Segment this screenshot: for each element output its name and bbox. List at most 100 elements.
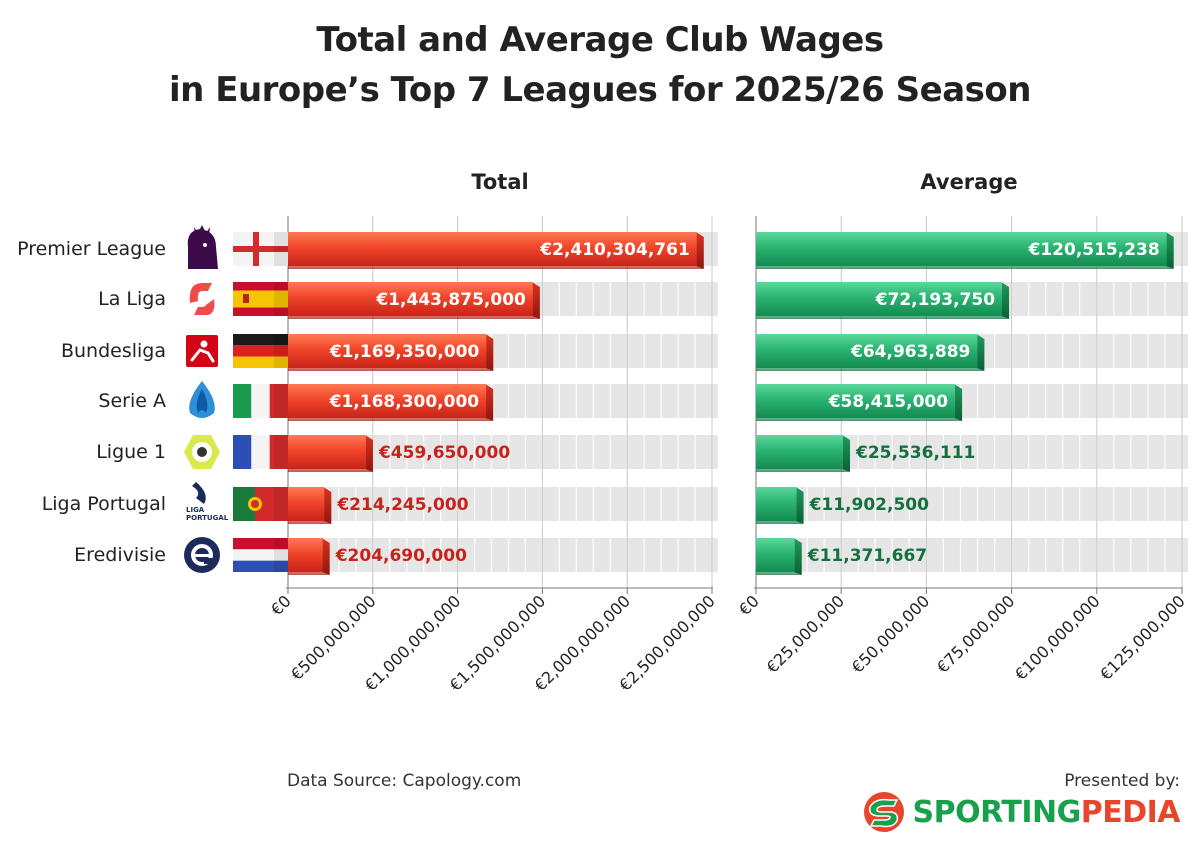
brand-name: SPORTINGPEDIA bbox=[913, 794, 1181, 830]
bar-value-label: €1,168,300,000 bbox=[329, 392, 480, 412]
bar-3d-bottom bbox=[288, 316, 540, 319]
bar-total bbox=[288, 384, 487, 418]
x-tick-label: €100,000,000 bbox=[1011, 591, 1104, 684]
bar-value-label: €459,650,000 bbox=[378, 443, 510, 463]
flag-italy bbox=[233, 384, 288, 418]
bar-3d-bottom bbox=[756, 368, 985, 371]
la-liga-icon bbox=[189, 283, 212, 303]
presented-by: Presented by: bbox=[1064, 771, 1180, 791]
league-name: La Liga bbox=[98, 288, 166, 310]
panel-title-total: Total bbox=[471, 170, 528, 194]
bar-3d-bottom bbox=[288, 368, 494, 371]
bar-3d-bottom bbox=[288, 572, 330, 575]
chart-title-line-1: Total and Average Club Wages bbox=[316, 20, 884, 60]
bar-3d-edge bbox=[485, 384, 494, 421]
bar-3d-bottom bbox=[288, 521, 332, 524]
league-logo-icon bbox=[186, 335, 218, 367]
league-logo-icon bbox=[187, 225, 218, 269]
row-stripe bbox=[756, 538, 1188, 572]
bar-3d-edge bbox=[1001, 282, 1010, 319]
sportingpedia-s-icon bbox=[863, 792, 904, 832]
flag-france bbox=[233, 435, 288, 469]
row-stripe bbox=[288, 487, 718, 521]
bar-value-label: €25,536,111 bbox=[855, 443, 975, 463]
bar-average bbox=[756, 384, 956, 418]
bar-3d-bottom bbox=[756, 521, 804, 524]
league-logo-icon bbox=[184, 435, 220, 469]
bar-3d-edge bbox=[1165, 232, 1174, 269]
bar-3d-bottom bbox=[288, 266, 704, 269]
bar-3d-edge bbox=[695, 232, 704, 269]
bar-3d-bottom bbox=[288, 469, 373, 472]
row-stripe bbox=[756, 487, 1188, 521]
bar-average bbox=[756, 282, 1003, 316]
bar-3d-edge bbox=[531, 282, 540, 319]
bar-3d-bottom bbox=[756, 316, 1010, 319]
x-tick-label: €50,000,000 bbox=[848, 591, 933, 676]
league-name: Serie A bbox=[98, 390, 166, 412]
liga-portugal-logo-text: PORTUGAL bbox=[186, 514, 229, 522]
row-stripe bbox=[288, 538, 718, 572]
chart-title-line-2: in Europe’s Top 7 Leagues for 2025/26 Se… bbox=[169, 70, 1031, 110]
bar-value-label: €2,410,304,761 bbox=[539, 240, 690, 260]
bar-average bbox=[756, 538, 795, 572]
flag-england bbox=[233, 232, 288, 266]
flag-germany bbox=[233, 334, 288, 368]
league-logo-icon bbox=[189, 283, 215, 315]
premier-league-lion-icon bbox=[187, 229, 218, 269]
bar-average bbox=[756, 232, 1167, 266]
bar-total bbox=[288, 538, 323, 572]
bar-3d-edge bbox=[795, 487, 804, 524]
bar-value-label: €1,443,875,000 bbox=[375, 290, 526, 310]
data-source: Data Source: Capology.com bbox=[287, 771, 522, 791]
bar-3d-edge bbox=[323, 487, 332, 524]
bar-3d-edge bbox=[793, 538, 802, 575]
flags bbox=[233, 232, 288, 572]
bar-total bbox=[288, 232, 697, 266]
x-tick-label: €75,000,000 bbox=[933, 591, 1018, 676]
x-tick-label: €25,000,000 bbox=[763, 591, 848, 676]
x-tick-label: €500,000,000 bbox=[287, 591, 380, 684]
liga-portugal-icon bbox=[192, 482, 206, 504]
bar-total bbox=[288, 282, 533, 316]
bar-3d-edge bbox=[364, 435, 373, 472]
bar-3d-edge bbox=[485, 334, 494, 371]
bar-value-label: €58,415,000 bbox=[828, 392, 949, 412]
x-tick-label: €125,000,000 bbox=[1096, 591, 1189, 684]
bar-total bbox=[288, 334, 487, 368]
total-panel: Total€0€500,000,000€1,000,000,000€1,500,… bbox=[233, 170, 719, 695]
average-panel: Average €0 €25,000,000 €50,000,000 €75,000,0… bbox=[735, 170, 1189, 684]
bar-value-label: €11,902,500 bbox=[809, 495, 930, 515]
bar-value-label: €11,371,667 bbox=[807, 546, 927, 566]
bar-3d-edge bbox=[976, 334, 985, 371]
league-name: Liga Portugal bbox=[42, 493, 166, 515]
bar-3d-bottom bbox=[756, 266, 1174, 269]
bar-value-label: €64,963,889 bbox=[850, 342, 970, 362]
flag-portugal bbox=[233, 487, 288, 521]
bar-3d-edge bbox=[842, 435, 851, 472]
bar-3d-bottom bbox=[756, 469, 851, 472]
bar-value-label: €120,515,238 bbox=[1028, 240, 1160, 260]
league-name: Eredivisie bbox=[74, 544, 166, 566]
x-tick-label: €0 bbox=[735, 591, 763, 619]
bar-3d-edge bbox=[954, 384, 963, 421]
bar-3d-bottom bbox=[756, 572, 802, 575]
bar-value-label: €204,690,000 bbox=[335, 546, 467, 566]
brand-logo: SPORTINGPEDIA bbox=[861, 790, 1181, 834]
brand-name-part-2: PEDIA bbox=[1080, 794, 1181, 830]
bar-value-label: €72,193,750 bbox=[875, 290, 996, 310]
bar-value-label: €214,245,000 bbox=[336, 495, 468, 515]
flag-netherlands bbox=[233, 538, 288, 572]
league-logo-icon bbox=[184, 537, 220, 573]
league-name: Bundesliga bbox=[61, 340, 166, 362]
x-tick-label: €0 bbox=[267, 591, 295, 619]
league-logo-icon bbox=[189, 381, 215, 418]
bar-3d-bottom bbox=[288, 418, 494, 421]
bar-average bbox=[756, 334, 978, 368]
bar-3d-bottom bbox=[756, 418, 963, 421]
bar-value-label: €1,169,350,000 bbox=[329, 342, 480, 362]
bar-average bbox=[756, 435, 844, 469]
league-labels: Premier League La Liga Bundesliga Serie A Li… bbox=[17, 225, 229, 573]
